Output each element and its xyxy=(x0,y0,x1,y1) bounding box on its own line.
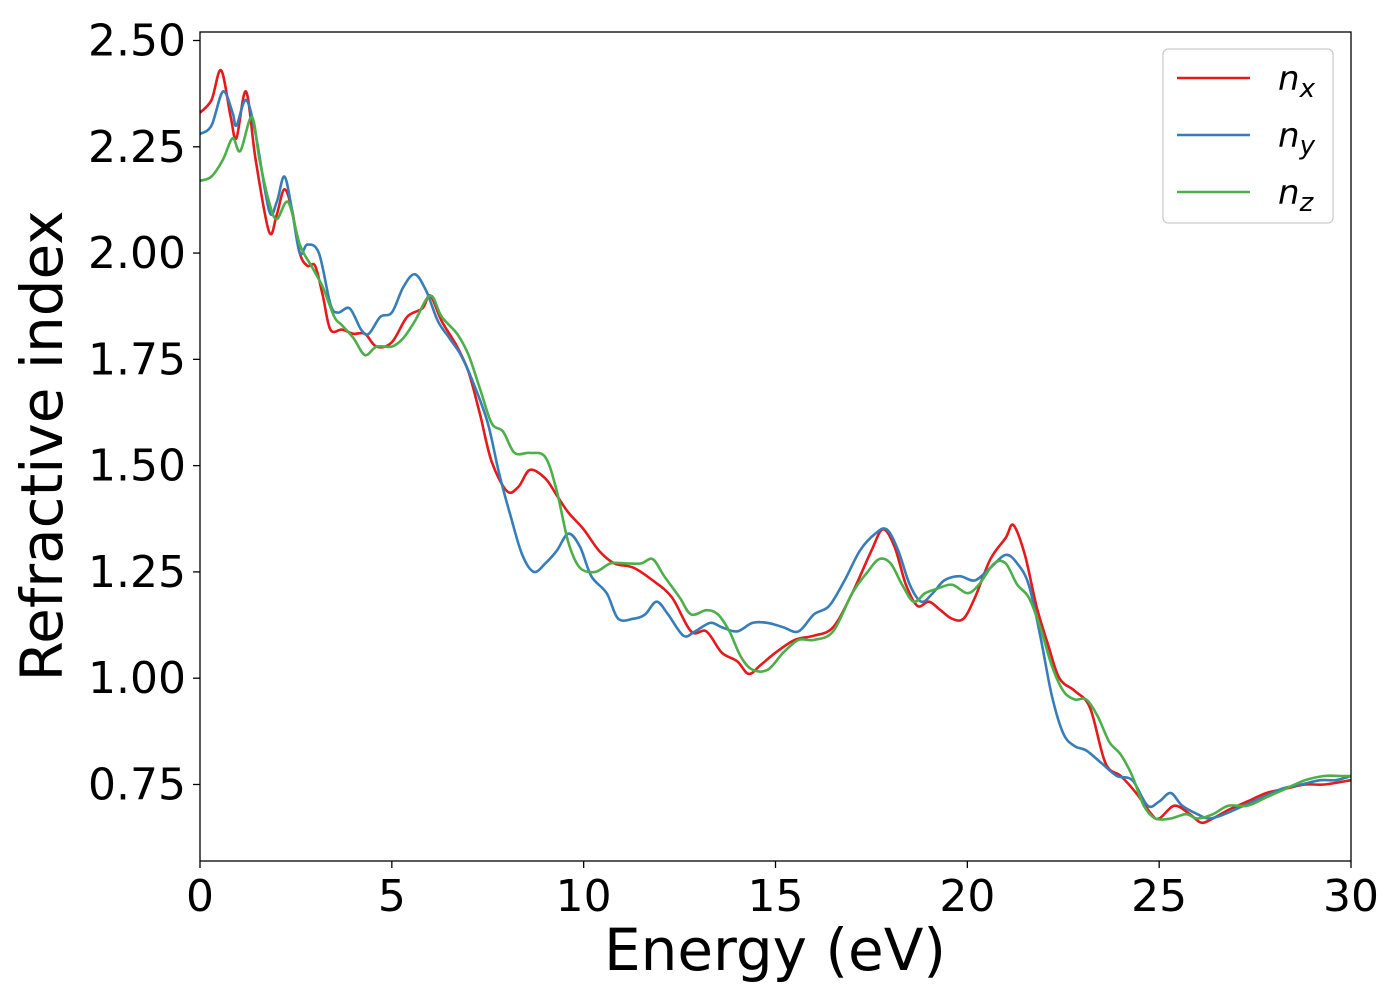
series-line-nz xyxy=(199,115,1351,821)
x-tick-label: 0 xyxy=(186,871,214,922)
y-tick-label: 0.75 xyxy=(88,759,186,810)
series-line-nx xyxy=(199,68,1352,825)
x-tick-label: 10 xyxy=(556,871,612,922)
x-axis: 0 5 10 15 20 25 30 xyxy=(186,861,1379,922)
series-line-ny xyxy=(199,90,1352,820)
legend-label-subscript: z xyxy=(1299,188,1315,218)
legend-label-main: n xyxy=(1278,59,1300,99)
legend-label-subscript: y xyxy=(1299,131,1316,161)
x-tick-label: 20 xyxy=(939,871,995,922)
series-layer xyxy=(199,68,1352,825)
y-tick-label: 2.00 xyxy=(88,228,186,279)
plot-area xyxy=(200,32,1351,861)
y-tick-label: 2.25 xyxy=(88,122,186,173)
legend-label-ny: ny xyxy=(1278,116,1316,161)
y-tick-label: 1.50 xyxy=(88,441,186,492)
legend-label-subscript: x xyxy=(1299,74,1316,104)
y-tick-label: 1.25 xyxy=(88,547,186,598)
legend-label-main: n xyxy=(1278,116,1300,156)
x-tick-label: 30 xyxy=(1323,871,1379,922)
y-tick-label: 1.00 xyxy=(88,653,186,704)
y-axis: 0.75 1.00 1.25 1.50 1.75 2.00 2.25 2.50 xyxy=(88,16,200,810)
x-tick-label: 15 xyxy=(748,871,804,922)
y-axis-label: Refractive index xyxy=(8,210,76,681)
y-tick-label: 1.75 xyxy=(88,334,186,385)
legend-label-nz: nz xyxy=(1278,173,1315,218)
x-tick-label: 5 xyxy=(378,871,406,922)
x-tick-label: 25 xyxy=(1131,871,1187,922)
y-tick-label: 2.50 xyxy=(88,16,186,67)
x-axis-label: Energy (eV) xyxy=(604,916,946,984)
legend-label-nx: nx xyxy=(1278,59,1316,104)
legend-label-main: n xyxy=(1278,173,1300,213)
